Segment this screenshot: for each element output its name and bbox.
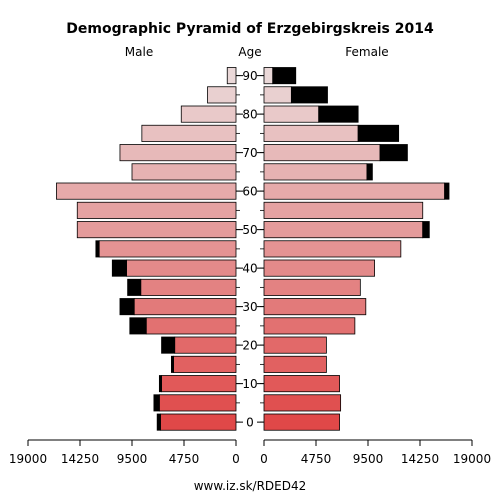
age-tick-label: 30 <box>242 300 257 314</box>
female-x-tick-label: 9500 <box>353 452 384 466</box>
age-label: Age <box>238 45 261 59</box>
male-bar-60-64 <box>56 182 237 200</box>
female-bar-25-29 <box>263 317 356 335</box>
female-excess-bar-90-94 <box>272 67 297 85</box>
male-bar-30-34 <box>133 298 237 316</box>
male-excess-bar-30-34 <box>119 298 135 316</box>
female-bar-75-79 <box>263 124 359 142</box>
male-bar-20-24 <box>174 336 237 354</box>
female-excess-bar-65-69 <box>366 163 373 181</box>
female-excess-bar-50-54 <box>422 221 430 239</box>
female-bar-0-4 <box>263 413 340 431</box>
male-bar-80-84 <box>180 105 237 123</box>
male-excess-bar-15-19 <box>171 355 174 373</box>
female-excess-bar-85-89 <box>290 86 328 104</box>
male-x-tick-label: 4750 <box>169 452 200 466</box>
male-excess-bar-5-9 <box>153 394 160 412</box>
footer-url: www.iz.sk/RDED42 <box>194 479 307 493</box>
male-bar-85-89 <box>207 86 237 104</box>
female-bar-65-69 <box>263 163 368 181</box>
female-bar-85-89 <box>263 86 292 104</box>
age-tick-label: 90 <box>242 69 257 83</box>
male-bar-25-29 <box>145 317 237 335</box>
male-bar-75-79 <box>141 124 237 142</box>
female-bar-50-54 <box>263 221 424 239</box>
age-tick-label: 10 <box>242 377 257 391</box>
male-bar-90-94 <box>226 67 237 85</box>
female-x-tick-label: 0 <box>260 452 268 466</box>
male-excess-bar-10-14 <box>158 375 162 393</box>
age-tick-label: 60 <box>242 185 257 199</box>
female-bar-40-44 <box>263 259 375 277</box>
female-bar-60-64 <box>263 182 446 200</box>
age-tick-label: 40 <box>242 262 257 276</box>
male-excess-bar-35-39 <box>127 278 142 296</box>
female-x-tick-label: 19000 <box>453 452 491 466</box>
female-bar-5-9 <box>263 394 342 412</box>
male-bar-10-14 <box>161 375 237 393</box>
male-bar-0-4 <box>160 413 237 431</box>
female-bar-80-84 <box>263 105 320 123</box>
male-excess-bar-0-4 <box>156 413 161 431</box>
age-tick-label: 0 <box>246 416 254 430</box>
female-bar-10-14 <box>263 375 340 393</box>
female-bar-55-59 <box>263 201 424 219</box>
male-bar-5-9 <box>158 394 237 412</box>
female-x-tick-label: 14250 <box>401 452 439 466</box>
female-excess-bar-75-79 <box>357 124 400 142</box>
male-excess-bar-25-29 <box>129 317 147 335</box>
axes-group: 0 10 20 30 40 50 60 70 80 90 19000 14250 9500 4750 0 0 4… <box>9 69 491 466</box>
male-label: Male <box>125 45 153 59</box>
female-bar-20-24 <box>263 336 327 354</box>
male-x-tick-label: 9500 <box>117 452 148 466</box>
age-tick-label: 80 <box>242 108 257 122</box>
male-bar-65-69 <box>131 163 237 181</box>
female-excess-bar-60-64 <box>444 182 450 200</box>
male-excess-bar-40-44 <box>111 259 127 277</box>
male-excess-bar-45-49 <box>95 240 100 258</box>
male-excess-bar-20-24 <box>161 336 176 354</box>
male-bar-35-39 <box>140 278 237 296</box>
age-tick-label: 70 <box>242 146 257 160</box>
chart-title: Demographic Pyramid of Erzgebirgskreis 2… <box>66 21 434 37</box>
female-excess-bar-80-84 <box>318 105 359 123</box>
female-label: Female <box>345 45 388 59</box>
age-tick-label: 20 <box>242 339 257 353</box>
female-x-tick-label: 4750 <box>301 452 332 466</box>
male-bar-45-49 <box>98 240 237 258</box>
age-tick-label: 50 <box>242 223 257 237</box>
male-bar-70-74 <box>119 144 237 162</box>
male-bar-15-19 <box>173 355 237 373</box>
female-bar-15-19 <box>263 355 327 373</box>
female-excess-bar-70-74 <box>379 144 408 162</box>
female-bar-70-74 <box>263 144 381 162</box>
male-bar-55-59 <box>76 201 237 219</box>
bars-group <box>56 67 450 431</box>
female-bar-90-94 <box>263 67 274 85</box>
male-x-tick-label: 0 <box>232 452 240 466</box>
male-bar-50-54 <box>76 221 237 239</box>
male-bar-40-44 <box>126 259 237 277</box>
female-bar-35-39 <box>263 278 361 296</box>
male-x-tick-label: 19000 <box>9 452 47 466</box>
female-bar-30-34 <box>263 298 367 316</box>
female-bar-45-49 <box>263 240 402 258</box>
male-x-tick-label: 14250 <box>61 452 99 466</box>
